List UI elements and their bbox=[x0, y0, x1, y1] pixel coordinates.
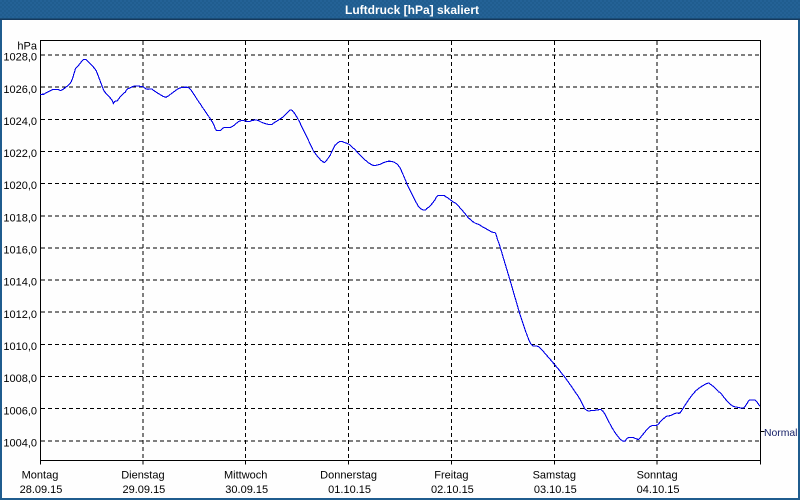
svg-text:02.10.15: 02.10.15 bbox=[431, 484, 474, 496]
svg-text:Normal: Normal bbox=[764, 428, 798, 439]
svg-text:1008,0: 1008,0 bbox=[3, 373, 37, 385]
svg-text:1020,0: 1020,0 bbox=[3, 180, 37, 192]
svg-text:Montag: Montag bbox=[22, 470, 59, 482]
svg-text:1018,0: 1018,0 bbox=[3, 212, 37, 224]
svg-text:1014,0: 1014,0 bbox=[3, 277, 37, 289]
svg-text:30.09.15: 30.09.15 bbox=[225, 484, 268, 496]
svg-text:1004,0: 1004,0 bbox=[3, 437, 37, 449]
svg-text:29.09.15: 29.09.15 bbox=[122, 484, 165, 496]
svg-text:1012,0: 1012,0 bbox=[3, 309, 37, 321]
svg-text:28.09.15: 28.09.15 bbox=[20, 484, 63, 496]
svg-text:Dienstag: Dienstag bbox=[121, 470, 164, 482]
svg-text:Samstag: Samstag bbox=[533, 470, 576, 482]
svg-text:Freitag: Freitag bbox=[434, 470, 468, 482]
svg-text:1016,0: 1016,0 bbox=[3, 245, 37, 257]
svg-text:1024,0: 1024,0 bbox=[3, 116, 37, 128]
svg-text:Donnerstag: Donnerstag bbox=[320, 470, 377, 482]
svg-text:1022,0: 1022,0 bbox=[3, 148, 37, 160]
svg-text:1010,0: 1010,0 bbox=[3, 341, 37, 353]
svg-text:Luftdruck [hPa] skaliert: Luftdruck [hPa] skaliert bbox=[345, 3, 479, 17]
svg-text:hPa: hPa bbox=[17, 41, 37, 53]
svg-text:04.10.15: 04.10.15 bbox=[637, 484, 680, 496]
svg-text:1026,0: 1026,0 bbox=[3, 84, 37, 96]
svg-text:Mittwoch: Mittwoch bbox=[224, 470, 267, 482]
svg-text:1028,0: 1028,0 bbox=[3, 52, 37, 64]
svg-text:03.10.15: 03.10.15 bbox=[534, 484, 577, 496]
svg-text:Sonntag: Sonntag bbox=[637, 470, 678, 482]
svg-text:01.10.15: 01.10.15 bbox=[328, 484, 371, 496]
svg-text:1006,0: 1006,0 bbox=[3, 405, 37, 417]
